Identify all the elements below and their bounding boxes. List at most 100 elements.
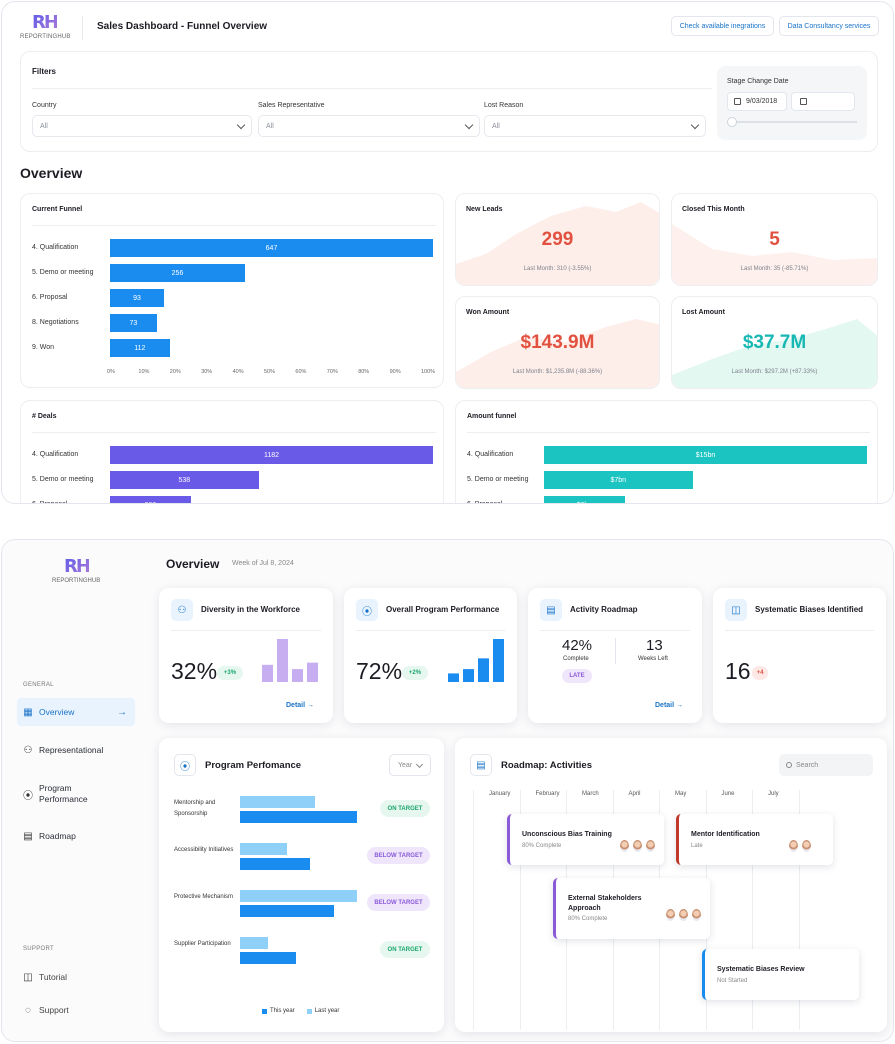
users-icon: ⚇ [171, 599, 193, 621]
general-label: GENERAL [23, 682, 54, 688]
closed-month-title: Closed This Month [682, 206, 745, 213]
roadmap-item-status: 80% Complete [568, 916, 608, 922]
roadmap-item-title: Systematic Biases Review [717, 966, 805, 973]
weeks-left-label: Weeks Left [638, 656, 668, 662]
end-date-input[interactable] [791, 92, 855, 111]
lost-amount-card: Lost Amount $37.7M Last Month: $297.2M (… [671, 296, 878, 389]
roadmap-title: Roadmap: Activities [501, 760, 592, 771]
activity-detail-link[interactable]: Detail → [655, 702, 684, 709]
lost-reason-select[interactable]: All [484, 115, 706, 137]
roadmap-item-status: 80% Complete [522, 843, 562, 849]
month-gridline [519, 790, 521, 1030]
roadmap-item[interactable]: Mentor Identification Late [676, 814, 833, 865]
avatar [678, 908, 689, 922]
current-funnel-title: Current Funnel [32, 206, 83, 213]
bar-label: 4. Qualification [32, 451, 79, 458]
weeks-left-value: 13 [646, 637, 663, 654]
mini-bar [463, 669, 474, 682]
diversity-detail-link[interactable]: Detail → [286, 702, 315, 709]
roadmap-item[interactable]: Unconscious Bias Training 80% Complete [507, 814, 664, 865]
mini-bar [262, 664, 273, 682]
location-pin-icon: ⦿ [23, 790, 33, 802]
date-slider-track[interactable] [731, 121, 857, 123]
calendar-icon [800, 98, 807, 105]
biases-title: Systematic Biases Identified [755, 605, 864, 614]
amount-funnel-title: Amount funnel [467, 413, 517, 420]
mini-bar [277, 639, 288, 682]
axis-tick-label: 10% [138, 369, 150, 375]
country-select[interactable]: All [32, 115, 252, 137]
program-dashboard-panel: RH REPORTINGHUB GENERAL ▦ Overview → ⚇ Re… [1, 539, 894, 1042]
program-row-label: Protective Mechanism [174, 894, 234, 900]
program-delta: +2% [402, 666, 428, 680]
complete-value: 42% [562, 637, 593, 654]
book-icon: ◫ [23, 971, 33, 983]
closed-month-sub: Last Month: 35 (-85.71%) [740, 266, 809, 272]
sidebar-item-program-performance[interactable]: ⦿ Program Performance [17, 779, 135, 809]
month-label: June [721, 791, 735, 797]
sales-rep-select[interactable]: All [258, 115, 480, 137]
roadmap-item[interactable]: Systematic Biases Review Not Started [702, 949, 859, 1000]
new-leads-title: New Leads [466, 206, 503, 213]
new-leads-card: New Leads 299 Last Month: 310 (-3.55%) [455, 193, 660, 286]
bar: 73 [110, 314, 157, 332]
bar-this-year [240, 905, 334, 917]
bar-last-year [240, 937, 269, 949]
date-slider-handle[interactable] [727, 117, 737, 127]
bar: $7bn [544, 471, 693, 489]
diversity-delta: +3% [217, 666, 243, 680]
avatar [691, 908, 702, 922]
grid-icon: ▦ [23, 706, 33, 718]
closed-month-card: Closed This Month 5 Last Month: 35 (-85.… [671, 193, 878, 286]
chevron-down-icon [464, 120, 474, 130]
sidebar-item-overview[interactable]: ▦ Overview → [17, 698, 135, 726]
start-date-input[interactable]: 9/03/2018 [727, 92, 787, 111]
won-amount-title: Won Amount [466, 309, 510, 316]
roadmap-item-status: Not Started [717, 978, 748, 984]
support-label: SUPPORT [23, 946, 54, 952]
calendar-icon: ▤ [23, 830, 33, 842]
week-subtitle: Week of Jul 8, 2024 [232, 560, 294, 567]
month-label: March [582, 791, 599, 797]
diversity-card: ⚇ Diversity in the Workforce 32% +3% Det… [159, 588, 333, 723]
diversity-bars [262, 639, 318, 682]
avatar [665, 908, 676, 922]
mini-bar [448, 673, 459, 682]
book-icon: ◫ [725, 599, 747, 621]
won-amount-card: Won Amount $143.9M Last Month: $1,235.8M… [455, 296, 660, 389]
sidebar-item-tutorial[interactable]: ◫ Tutorial [17, 963, 135, 991]
legend-swatch-this-year [262, 1008, 267, 1014]
roadmap-item[interactable]: External Stakeholders Approach 80% Comple… [553, 878, 710, 939]
complete-label: Complete [563, 656, 589, 662]
biases-delta: +4 [752, 666, 768, 680]
bar-this-year [240, 952, 297, 964]
year-select[interactable]: Year [389, 754, 431, 776]
logo-mark: RH [64, 556, 91, 577]
bar-last-year [240, 843, 287, 855]
sidebar-item-roadmap[interactable]: ▤ Roadmap [17, 822, 135, 850]
status-badge: BELOW TARGET [367, 894, 430, 911]
check-integrations-button[interactable]: Check available inegrations [671, 16, 774, 36]
stage-date-box: Stage Change Date 9/03/2018 [717, 66, 867, 140]
data-consultancy-button[interactable]: Data Consultancy services [779, 16, 879, 36]
sidebar-item-support[interactable]: ◌ Support [17, 996, 135, 1024]
bar: 647 [110, 239, 433, 257]
bar-this-year [240, 811, 357, 823]
bar: 538 [110, 471, 259, 489]
axis-tick-label: 0% [107, 369, 115, 375]
trend-area [672, 224, 877, 285]
bar: $3bn [544, 496, 625, 503]
bar-label: 4. Qualification [32, 244, 79, 251]
program-performance-chart-card: ⦿ Program Perfomance Year Mentorship and… [159, 738, 444, 1032]
status-badge: BELOW TARGET [367, 847, 430, 864]
axis-tick-label: 50% [264, 369, 276, 375]
filters-card: Filters Country All Sales Representative… [20, 51, 878, 152]
overview-heading: Overview [20, 165, 83, 181]
roadmap-search[interactable]: Search [779, 754, 873, 776]
program-row-label: Mentorship and Sponsorship [174, 800, 216, 817]
bar-last-year [240, 890, 357, 902]
filters-title: Filters [32, 67, 57, 76]
sidebar-item-representational[interactable]: ⚇ Representational [17, 736, 135, 764]
late-badge: LATE [562, 669, 592, 683]
country-value: All [40, 122, 48, 130]
